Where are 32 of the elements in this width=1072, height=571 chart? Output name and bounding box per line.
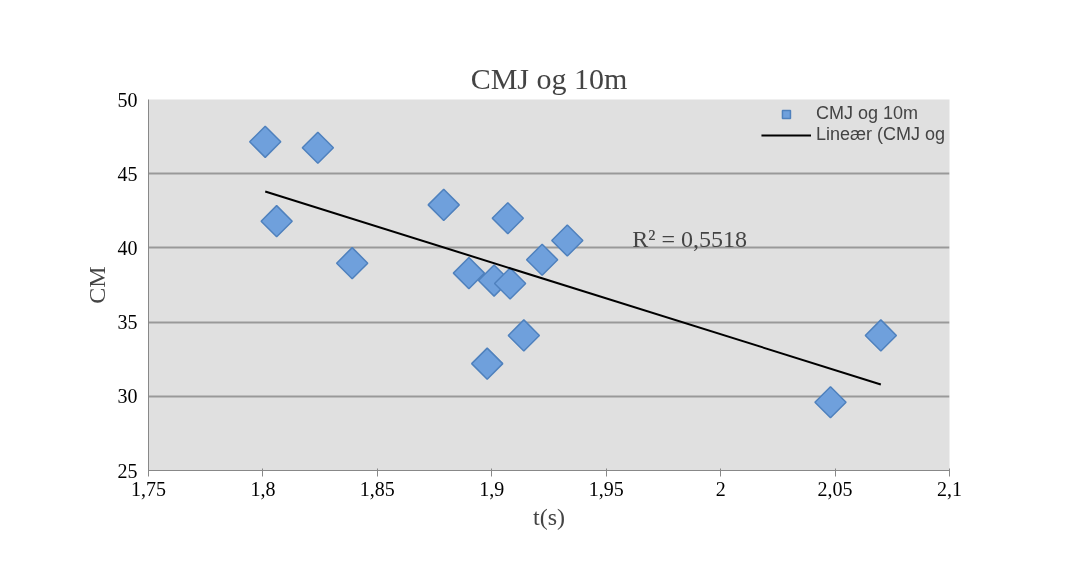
x-tick-label: 1,95 bbox=[588, 477, 624, 500]
point bbox=[248, 125, 282, 159]
point bbox=[452, 256, 486, 290]
point bbox=[260, 204, 293, 238]
x-tick-label: 1,9 bbox=[479, 477, 505, 500]
point bbox=[301, 131, 335, 165]
x-tick-label: 2,05 bbox=[817, 477, 853, 500]
point bbox=[525, 243, 559, 277]
point bbox=[493, 267, 527, 300]
point bbox=[470, 347, 504, 380]
chart-title: CMJ og 10m bbox=[470, 61, 628, 95]
legend-label: Lineær (CMJ og bbox=[815, 124, 945, 145]
legend-label: CMJ og 10m bbox=[815, 103, 918, 124]
y-tick-label: 40 bbox=[117, 236, 138, 259]
point bbox=[864, 319, 898, 352]
y-tick-label: 50 bbox=[117, 88, 138, 111]
y-axis-title: CM bbox=[83, 266, 110, 304]
point bbox=[427, 188, 461, 222]
x-tick-label: 2,1 bbox=[937, 477, 962, 500]
point bbox=[551, 224, 584, 257]
x-tick-label: 2 bbox=[715, 477, 726, 500]
point bbox=[507, 319, 541, 352]
annotation: R² = 0,5518 bbox=[632, 226, 748, 252]
x-tick-label: 1,8 bbox=[250, 477, 276, 500]
point bbox=[814, 385, 847, 419]
point bbox=[491, 201, 525, 235]
point bbox=[335, 246, 369, 280]
y-tick-label: 45 bbox=[117, 162, 138, 185]
y-tick-label: 30 bbox=[117, 385, 138, 408]
x-axis-title: t(s) bbox=[533, 503, 565, 530]
y-tick-label: 35 bbox=[117, 311, 138, 334]
x-tick-label: 1,85 bbox=[359, 477, 395, 500]
